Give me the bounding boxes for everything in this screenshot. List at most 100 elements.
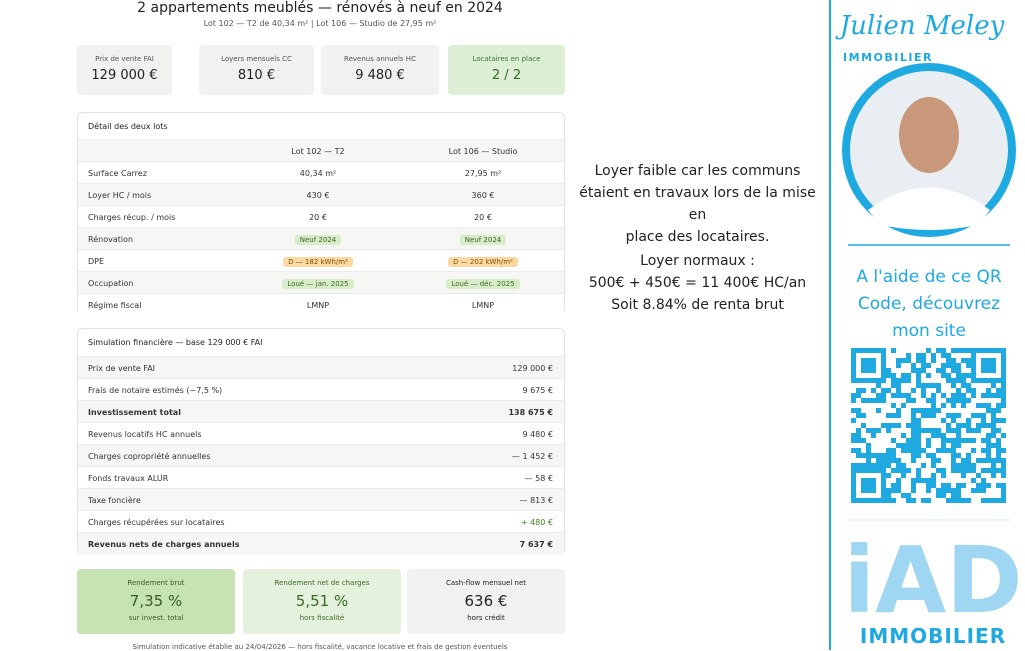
qr-module: [911, 443, 916, 448]
qr-module: [956, 468, 961, 473]
qr-module: [951, 403, 956, 408]
qr-module: [936, 388, 941, 393]
qr-module: [886, 368, 891, 373]
qr-module: [971, 358, 976, 363]
qr-module: [941, 433, 946, 438]
table-row: Investissement total 138 675 €: [78, 400, 564, 423]
qr-module: [966, 363, 971, 368]
table-row: Fonds travaux ALUR — 58 €: [78, 466, 564, 489]
qr-module: [1001, 378, 1006, 383]
qr-module: [891, 448, 896, 453]
qr-module: [896, 443, 901, 448]
qr-module: [911, 448, 916, 453]
qr-module: [961, 393, 966, 398]
qr-module: [851, 463, 856, 468]
qr-module: [856, 463, 861, 468]
row-label: Régime fiscal: [88, 300, 142, 310]
qr-module: [956, 363, 961, 368]
row-value: — 58 €: [524, 473, 553, 483]
cell-value: 40,34 m²: [299, 168, 337, 178]
qr-module: [961, 483, 966, 488]
qr-code[interactable]: [851, 348, 1006, 503]
qr-module: [986, 368, 991, 373]
cell: D — 202 kWh/m²: [403, 256, 563, 267]
qr-module: [851, 488, 856, 493]
qr-module: [1001, 383, 1006, 388]
qr-module: [876, 453, 881, 458]
qr-module: [966, 423, 971, 428]
qr-module: [856, 438, 861, 443]
table-row: Loyer HC / mois 430 € 360 €: [78, 183, 564, 206]
result-label: Rendement net de charges: [274, 579, 370, 587]
qr-module: [951, 458, 956, 463]
table-row: Rénovation Neuf 2024 Neuf 2024: [78, 227, 564, 250]
qr-module: [981, 448, 986, 453]
cell: D — 182 kWh/m²: [238, 256, 398, 267]
qr-module: [856, 408, 861, 413]
qr-module: [946, 438, 951, 443]
qr-module: [961, 468, 966, 473]
qr-module: [871, 378, 876, 383]
qr-module: [946, 378, 951, 383]
qr-module: [996, 393, 1001, 398]
qr-module: [916, 468, 921, 473]
qr-module: [956, 463, 961, 468]
qr-module: [866, 398, 871, 403]
qr-module: [916, 423, 921, 428]
qr-module: [891, 393, 896, 398]
cell-value: 20 €: [474, 212, 492, 222]
qr-module: [901, 358, 906, 363]
qr-module: [996, 483, 1001, 488]
badge: Loué — déc. 2025: [446, 278, 520, 289]
qr-module: [956, 388, 961, 393]
table-row: Charges copropriété annuelles — 1 452 €: [78, 444, 564, 467]
qr-module: [891, 438, 896, 443]
qr-module: [956, 453, 961, 458]
qr-module: [891, 488, 896, 493]
qr-module: [1001, 393, 1006, 398]
qr-module: [1001, 498, 1006, 503]
badge: D — 182 kWh/m²: [283, 256, 353, 267]
qr-module: [936, 383, 941, 388]
qr-module: [881, 358, 886, 363]
qr-module: [916, 373, 921, 378]
qr-module: [891, 383, 896, 388]
qr-module: [951, 368, 956, 373]
qr-module: [861, 468, 866, 473]
qr-module: [911, 428, 916, 433]
qr-module: [926, 438, 931, 443]
qr-module: [871, 488, 876, 493]
qr-module: [1001, 488, 1006, 493]
qr-module: [996, 458, 1001, 463]
qr-module: [851, 358, 856, 363]
qr-module: [921, 393, 926, 398]
row-value: 9 480 €: [522, 429, 553, 439]
qr-module: [991, 418, 996, 423]
qr-module: [946, 423, 951, 428]
table-row: Taxe foncière — 813 €: [78, 488, 564, 511]
qr-module: [851, 348, 856, 353]
qr-module: [956, 443, 961, 448]
qr-module: [881, 423, 886, 428]
qr-module: [871, 358, 876, 363]
qr-module: [916, 478, 921, 483]
qr-module: [1001, 468, 1006, 473]
qr-module: [921, 478, 926, 483]
qr-module: [861, 453, 866, 458]
qr-module: [926, 483, 931, 488]
qr-module: [971, 373, 976, 378]
row-value: 138 675 €: [508, 407, 553, 417]
qr-module: [871, 453, 876, 458]
qr-module: [886, 448, 891, 453]
qr-module: [991, 348, 996, 353]
qr-module: [951, 468, 956, 473]
qr-module: [851, 468, 856, 473]
qr-module: [886, 453, 891, 458]
qr-module: [881, 398, 886, 403]
shirt: [868, 187, 990, 230]
qr-module: [926, 478, 931, 483]
qr-module: [966, 388, 971, 393]
qr-module: [916, 448, 921, 453]
qr-module: [951, 498, 956, 503]
qr-module: [966, 498, 971, 503]
